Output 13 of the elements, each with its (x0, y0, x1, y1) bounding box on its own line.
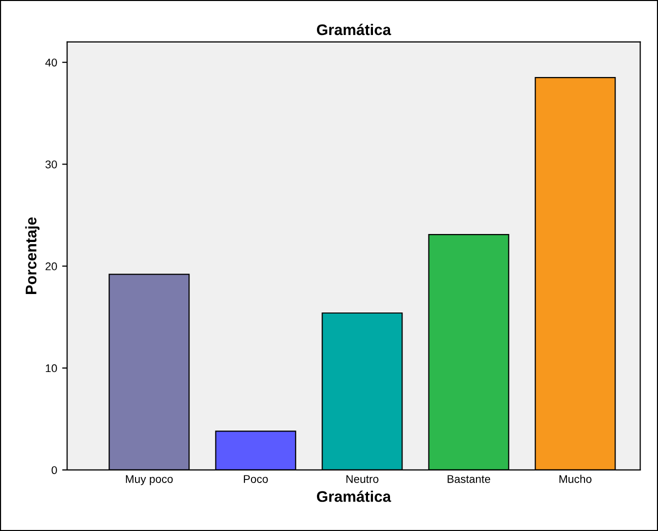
y-tick-label: 40 (45, 58, 57, 66)
chart-title: Gramática (316, 24, 392, 36)
x-axis-title: Gramática (316, 490, 392, 502)
x-tick-label: Bastante (448, 475, 490, 483)
y-axis-title: Porcentaje (25, 217, 40, 294)
x-tick-label: Poco (244, 475, 268, 483)
y-tick-label: 20 (46, 262, 57, 270)
y-tick-label: 10 (46, 364, 57, 372)
y-tick-label: 0 (52, 466, 57, 474)
x-tick-label: Muy poco (126, 475, 173, 486)
x-tick-label: Mucho (559, 474, 592, 483)
y-tick-label: 30 (45, 160, 57, 168)
x-tick-label: Neutro (346, 475, 378, 483)
